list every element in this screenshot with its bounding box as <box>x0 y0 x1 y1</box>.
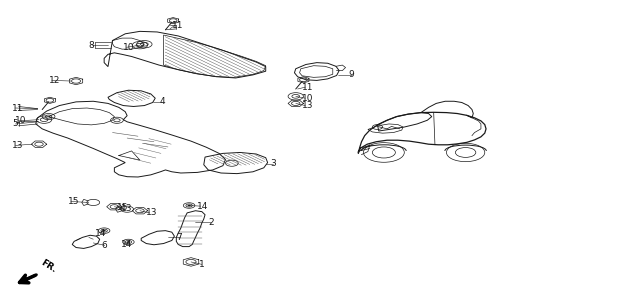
Text: 11: 11 <box>12 103 24 112</box>
Circle shape <box>103 230 106 231</box>
Text: 2: 2 <box>208 217 214 227</box>
Circle shape <box>127 241 130 243</box>
Text: 10: 10 <box>15 116 26 125</box>
Text: 11: 11 <box>172 21 183 30</box>
Text: 8: 8 <box>89 41 95 50</box>
Text: 11: 11 <box>302 83 314 92</box>
Text: 5: 5 <box>12 120 18 128</box>
Text: 14: 14 <box>197 202 209 211</box>
Text: FR.: FR. <box>39 258 58 274</box>
Text: 12: 12 <box>49 76 60 85</box>
Circle shape <box>188 205 190 206</box>
Text: 4: 4 <box>159 97 164 106</box>
Text: 3: 3 <box>270 159 276 168</box>
Text: 15: 15 <box>117 203 129 212</box>
Text: 1: 1 <box>198 260 204 269</box>
FancyArrowPatch shape <box>20 275 36 282</box>
Text: 6: 6 <box>102 241 108 250</box>
Text: 7: 7 <box>176 233 182 242</box>
Text: 14: 14 <box>95 229 107 237</box>
Text: 9: 9 <box>349 71 355 79</box>
Text: 13: 13 <box>147 209 158 217</box>
Text: 15: 15 <box>68 197 79 206</box>
Text: 13: 13 <box>121 204 132 213</box>
Text: 10: 10 <box>124 43 135 52</box>
Text: 14: 14 <box>121 240 132 249</box>
Text: 13: 13 <box>302 101 314 110</box>
Text: 13: 13 <box>12 141 24 150</box>
Text: 10: 10 <box>302 94 314 103</box>
